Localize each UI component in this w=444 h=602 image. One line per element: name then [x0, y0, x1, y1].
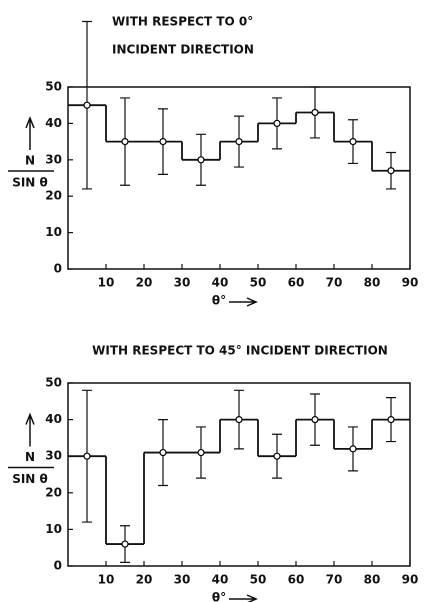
point — [83, 452, 91, 460]
y-tick-label: 30 — [45, 152, 62, 166]
y-axis-label: SIN θ — [12, 176, 48, 190]
point — [387, 167, 395, 175]
x-tick-label: 70 — [326, 573, 343, 587]
y-axis-label: SIN θ — [12, 472, 48, 486]
point — [311, 416, 319, 424]
plot-frame — [67, 86, 411, 270]
x-tick-label: 50 — [250, 276, 267, 290]
point — [159, 138, 167, 146]
x-tick-label: 80 — [364, 573, 381, 587]
chart-title: WITH RESPECT TO 0° — [112, 15, 253, 29]
y-axis-arrow — [25, 412, 35, 447]
y-tick-label: 50 — [45, 80, 62, 94]
x-tick-label: 60 — [288, 276, 305, 290]
y-tick-label: 30 — [45, 449, 62, 463]
point — [273, 452, 281, 460]
y-axis-label: N — [25, 154, 35, 168]
x-axis-arrow — [229, 297, 258, 307]
y-axis-label: N — [25, 450, 35, 464]
x-tick-label: 40 — [212, 276, 229, 290]
point — [387, 416, 395, 424]
x-tick-label: 80 — [364, 276, 381, 290]
y-tick-label: 40 — [45, 412, 62, 426]
x-axis-label: θ° — [212, 591, 226, 602]
chart-title: WITH RESPECT TO 45° INCIDENT DIRECTION — [92, 344, 388, 358]
x-tick-label: 90 — [402, 573, 419, 587]
point — [197, 156, 205, 164]
y-tick-label: 10 — [45, 225, 62, 239]
point — [159, 448, 167, 457]
point — [121, 540, 129, 548]
x-tick-label: 20 — [136, 573, 153, 587]
point — [197, 448, 205, 457]
x-tick-label: 20 — [136, 276, 153, 290]
y-tick-label: 50 — [45, 376, 62, 390]
chart-title: INCIDENT DIRECTION — [112, 43, 254, 57]
y-tick-label: 20 — [45, 485, 62, 499]
point — [83, 101, 91, 109]
x-tick-label: 10 — [98, 573, 115, 587]
y-tick-label: 10 — [45, 522, 62, 536]
point — [349, 445, 357, 453]
x-tick-label: 40 — [212, 573, 229, 587]
plot-frame — [67, 382, 411, 567]
point — [273, 119, 281, 128]
y-tick-label: 40 — [45, 116, 62, 130]
x-tick-label: 30 — [174, 573, 191, 587]
point — [235, 416, 243, 424]
x-tick-label: 10 — [98, 276, 115, 290]
x-axis-arrow — [229, 594, 258, 602]
x-tick-label: 60 — [288, 573, 305, 587]
point — [121, 138, 129, 146]
y-tick-label: 0 — [54, 559, 62, 573]
point — [311, 108, 319, 117]
x-tick-label: 50 — [250, 573, 267, 587]
point — [235, 138, 243, 146]
y-tick-label: 20 — [45, 189, 62, 203]
x-tick-label: 90 — [402, 276, 419, 290]
point — [349, 138, 357, 146]
x-tick-label: 30 — [174, 276, 191, 290]
x-tick-label: 70 — [326, 276, 343, 290]
y-tick-label: 0 — [54, 262, 62, 276]
x-axis-label: θ° — [212, 294, 226, 308]
y-axis-arrow — [25, 115, 35, 150]
